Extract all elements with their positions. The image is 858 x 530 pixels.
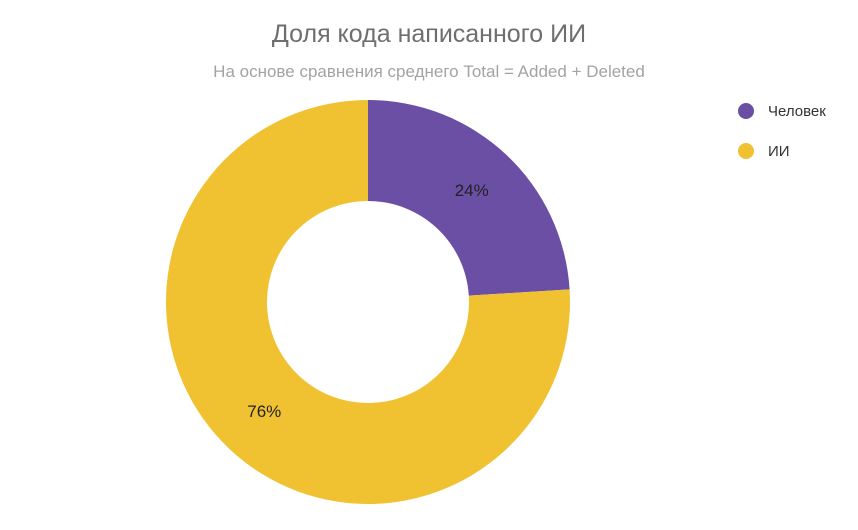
legend-label-human: Человек	[768, 102, 826, 120]
chart-legend: Человек ИИ	[738, 100, 826, 180]
slice-label-1: 76%	[247, 402, 281, 421]
donut-slice-0[interactable]	[368, 100, 570, 296]
donut-slice-1[interactable]	[166, 100, 570, 504]
legend-swatch-human	[738, 103, 754, 119]
legend-label-ai: ИИ	[768, 142, 790, 160]
chart-title: Доля кода написанного ИИ	[271, 20, 587, 48]
legend-swatch-ai	[738, 143, 754, 159]
legend-item-human[interactable]: Человек	[738, 100, 826, 122]
slice-label-0: 24%	[455, 181, 489, 200]
legend-item-ai[interactable]: ИИ	[738, 140, 826, 162]
chart-subtitle: На основе сравнения среднего Total = Add…	[213, 62, 645, 81]
